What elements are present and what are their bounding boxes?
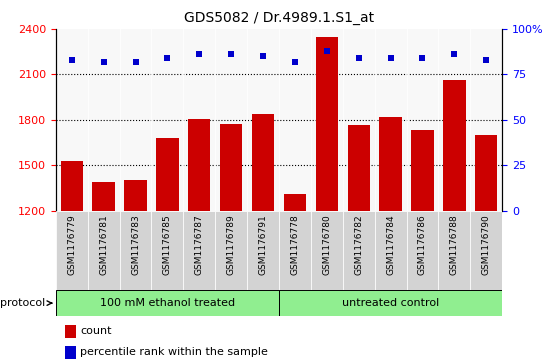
Text: untreated control: untreated control [342,298,439,308]
Bar [343,211,374,290]
Point [450,52,459,57]
Bar [252,114,274,211]
Point [386,55,395,61]
Point [131,59,140,65]
Bar [156,138,179,211]
Bar [65,346,76,359]
Point [418,55,427,61]
Bar [220,124,242,211]
Point [163,55,172,61]
Bar [188,119,210,211]
Bar [374,211,407,290]
Text: percentile rank within the sample: percentile rank within the sample [80,347,268,357]
Bar [284,194,306,211]
Bar [311,211,343,290]
Point [291,59,300,65]
Point [99,59,108,65]
Bar [439,211,470,290]
Bar [93,182,115,211]
Bar [411,130,434,211]
Text: GSM1176788: GSM1176788 [450,215,459,275]
Point [227,52,235,57]
Text: GSM1176790: GSM1176790 [482,215,490,275]
Point [258,53,267,59]
Bar [443,81,465,211]
Bar [88,211,119,290]
Text: GSM1176784: GSM1176784 [386,215,395,275]
Bar [215,211,247,290]
Bar [184,211,215,290]
Text: GSM1176782: GSM1176782 [354,215,363,275]
Text: GSM1176789: GSM1176789 [227,215,235,275]
Bar [151,211,184,290]
Point [354,55,363,61]
Point [68,57,76,63]
Bar [279,211,311,290]
Title: GDS5082 / Dr.4989.1.S1_at: GDS5082 / Dr.4989.1.S1_at [184,11,374,25]
Bar [56,211,88,290]
Text: GSM1176783: GSM1176783 [131,215,140,275]
Bar [475,135,497,211]
Text: GSM1176781: GSM1176781 [99,215,108,275]
Bar [279,290,502,316]
Bar [407,211,439,290]
Bar [379,117,402,211]
Bar [348,125,370,211]
Text: GSM1176779: GSM1176779 [68,215,76,275]
Text: count: count [80,326,112,336]
Text: GSM1176778: GSM1176778 [291,215,300,275]
Point [195,52,204,57]
Point [482,57,490,63]
Text: GSM1176786: GSM1176786 [418,215,427,275]
Bar [316,37,338,211]
Bar [124,180,147,211]
Text: GSM1176780: GSM1176780 [323,215,331,275]
Bar [247,211,279,290]
Bar [56,290,279,316]
Text: GSM1176785: GSM1176785 [163,215,172,275]
Text: GSM1176787: GSM1176787 [195,215,204,275]
Bar [61,160,83,211]
Text: protocol: protocol [0,298,51,308]
Bar [119,211,151,290]
Text: GSM1176791: GSM1176791 [258,215,267,275]
Bar [65,325,76,338]
Bar [470,211,502,290]
Text: 100 mM ethanol treated: 100 mM ethanol treated [100,298,235,308]
Point [323,48,331,54]
